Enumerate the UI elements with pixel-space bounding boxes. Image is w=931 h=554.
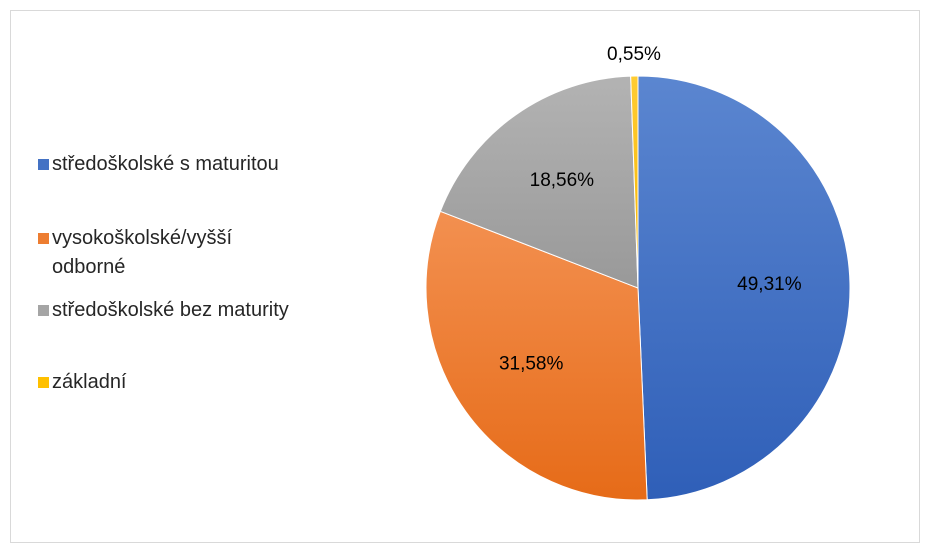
data-label: 0,55% [607,44,661,65]
legend-swatch-yellow [38,377,49,388]
data-label: 49,31% [737,274,802,295]
data-label: 31,58% [499,354,564,375]
pie-slices [425,75,851,501]
legend-label: středoškolské bez maturity [52,299,289,321]
data-label: 18,56% [530,170,595,191]
legend-swatch-orange [38,233,49,244]
pie-data-labels: 49,31% 31,58% 18,56% 0,55% [499,44,802,375]
slice-stredoskolske-bez-maturity [439,75,639,289]
slice-vysokoskolske [425,210,648,501]
slice-stredoskolske-s-maturitou [637,75,851,501]
legend-swatch-gray [38,305,49,316]
legend-item-zakladni: základní [38,368,332,397]
legend-swatch-blue [38,159,49,170]
slice-zakladni [630,75,639,289]
legend-item-bez-maturity: středoškolské bez maturity [38,296,332,325]
legend-label: vysokoškolské/vyšší odborné [52,227,233,278]
legend-item-vysokoskolske: vysokoškolské/vyšší odborné [38,224,233,282]
legend-label: středoškolské s maturitou [52,153,279,175]
legend-item-maturita: středoškolské s maturitou [38,150,332,179]
legend-label: základní [52,371,127,393]
